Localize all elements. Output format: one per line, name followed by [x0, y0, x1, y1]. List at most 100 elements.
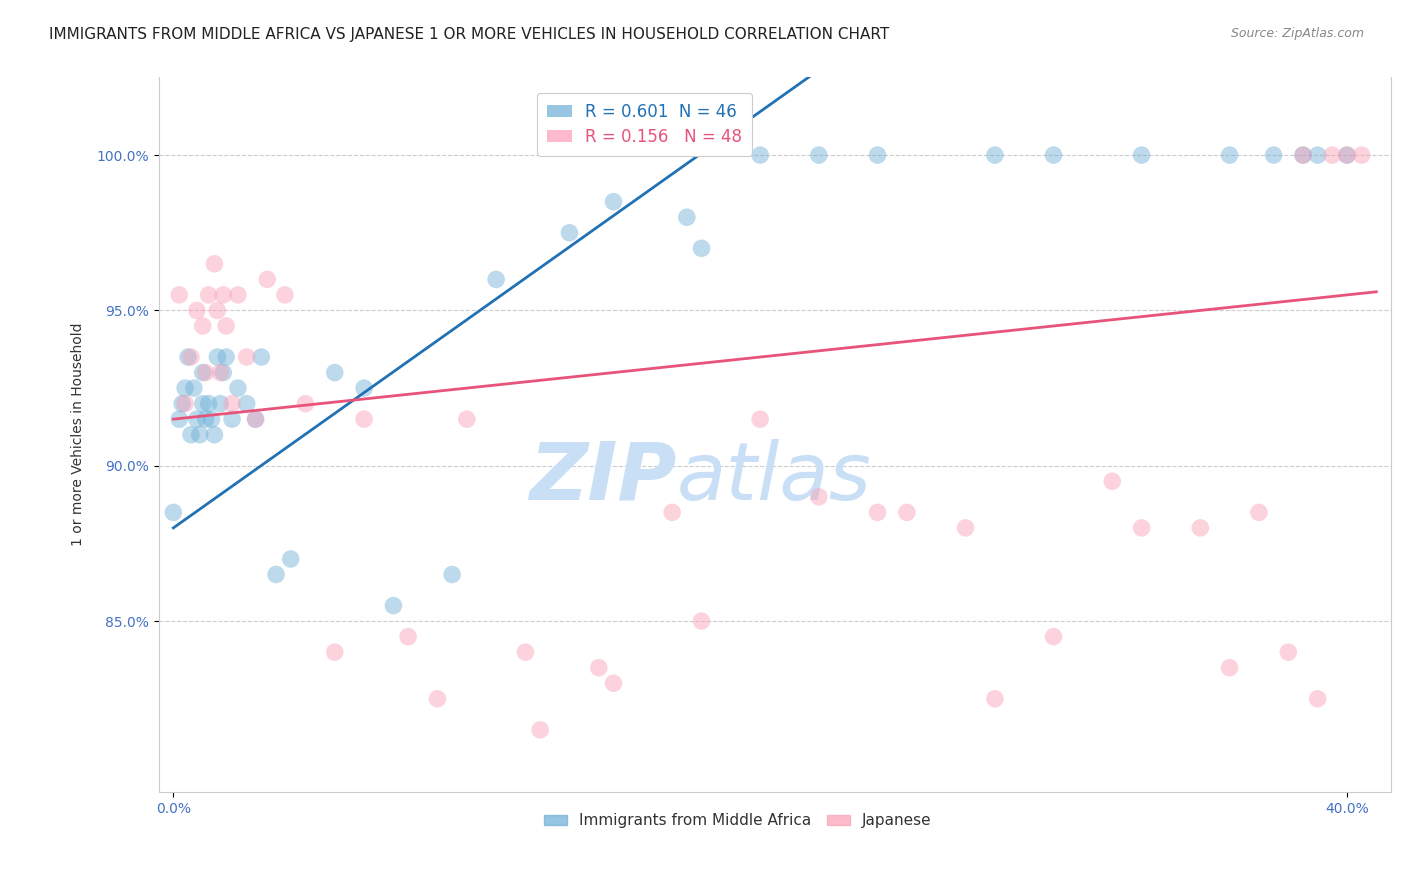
- Point: [866, 148, 889, 162]
- Point: [235, 397, 257, 411]
- Point: [602, 676, 624, 690]
- Legend: Immigrants from Middle Africa, Japanese: Immigrants from Middle Africa, Japanese: [538, 807, 938, 834]
- Point: [558, 226, 581, 240]
- Point: [209, 366, 232, 380]
- Point: [274, 288, 297, 302]
- Point: [172, 397, 194, 411]
- Point: [294, 397, 316, 411]
- Point: [280, 552, 302, 566]
- Point: [529, 723, 551, 737]
- Point: [426, 691, 449, 706]
- Point: [1101, 475, 1123, 489]
- Point: [186, 412, 208, 426]
- Point: [588, 661, 610, 675]
- Point: [396, 630, 419, 644]
- Point: [1263, 148, 1285, 162]
- Text: Source: ZipAtlas.com: Source: ZipAtlas.com: [1230, 27, 1364, 40]
- Point: [353, 412, 375, 426]
- Point: [191, 366, 214, 380]
- Point: [485, 272, 508, 286]
- Point: [167, 288, 190, 302]
- Point: [194, 366, 217, 380]
- Point: [235, 350, 257, 364]
- Point: [1322, 148, 1344, 162]
- Point: [382, 599, 405, 613]
- Point: [1350, 148, 1372, 162]
- Point: [1247, 505, 1270, 519]
- Point: [221, 397, 243, 411]
- Point: [180, 350, 202, 364]
- Point: [1130, 521, 1153, 535]
- Y-axis label: 1 or more Vehicles in Household: 1 or more Vehicles in Household: [72, 323, 86, 547]
- Point: [226, 381, 249, 395]
- Point: [1189, 521, 1212, 535]
- Point: [197, 397, 219, 411]
- Point: [661, 505, 683, 519]
- Point: [226, 288, 249, 302]
- Point: [200, 412, 222, 426]
- Point: [515, 645, 537, 659]
- Point: [1130, 148, 1153, 162]
- Point: [896, 505, 918, 519]
- Point: [167, 412, 190, 426]
- Point: [807, 148, 830, 162]
- Point: [204, 257, 226, 271]
- Point: [1336, 148, 1358, 162]
- Text: atlas: atlas: [676, 439, 870, 516]
- Point: [212, 366, 235, 380]
- Point: [1306, 691, 1329, 706]
- Point: [180, 427, 202, 442]
- Point: [984, 691, 1007, 706]
- Point: [749, 412, 772, 426]
- Point: [183, 381, 205, 395]
- Point: [188, 427, 211, 442]
- Point: [207, 303, 229, 318]
- Point: [207, 350, 229, 364]
- Point: [204, 427, 226, 442]
- Text: IMMIGRANTS FROM MIDDLE AFRICA VS JAPANESE 1 OR MORE VEHICLES IN HOUSEHOLD CORREL: IMMIGRANTS FROM MIDDLE AFRICA VS JAPANES…: [49, 27, 890, 42]
- Point: [215, 318, 238, 333]
- Point: [197, 288, 219, 302]
- Point: [1292, 148, 1315, 162]
- Point: [245, 412, 267, 426]
- Point: [807, 490, 830, 504]
- Point: [323, 645, 346, 659]
- Point: [245, 412, 267, 426]
- Point: [174, 397, 197, 411]
- Point: [1042, 148, 1064, 162]
- Point: [1042, 630, 1064, 644]
- Point: [215, 350, 238, 364]
- Point: [221, 412, 243, 426]
- Point: [1219, 148, 1241, 162]
- Point: [675, 211, 697, 225]
- Point: [256, 272, 278, 286]
- Text: ZIP: ZIP: [529, 439, 676, 516]
- Point: [441, 567, 464, 582]
- Point: [1336, 148, 1358, 162]
- Point: [264, 567, 287, 582]
- Point: [191, 318, 214, 333]
- Point: [866, 505, 889, 519]
- Point: [209, 397, 232, 411]
- Point: [353, 381, 375, 395]
- Point: [456, 412, 478, 426]
- Point: [194, 412, 217, 426]
- Point: [690, 241, 713, 255]
- Point: [162, 505, 184, 519]
- Point: [186, 303, 208, 318]
- Point: [1306, 148, 1329, 162]
- Point: [955, 521, 977, 535]
- Point: [984, 148, 1007, 162]
- Point: [1277, 645, 1299, 659]
- Point: [323, 366, 346, 380]
- Point: [191, 397, 214, 411]
- Point: [250, 350, 273, 364]
- Point: [174, 381, 197, 395]
- Point: [749, 148, 772, 162]
- Point: [1219, 661, 1241, 675]
- Point: [1292, 148, 1315, 162]
- Point: [602, 194, 624, 209]
- Point: [177, 350, 200, 364]
- Point: [212, 288, 235, 302]
- Point: [690, 614, 713, 628]
